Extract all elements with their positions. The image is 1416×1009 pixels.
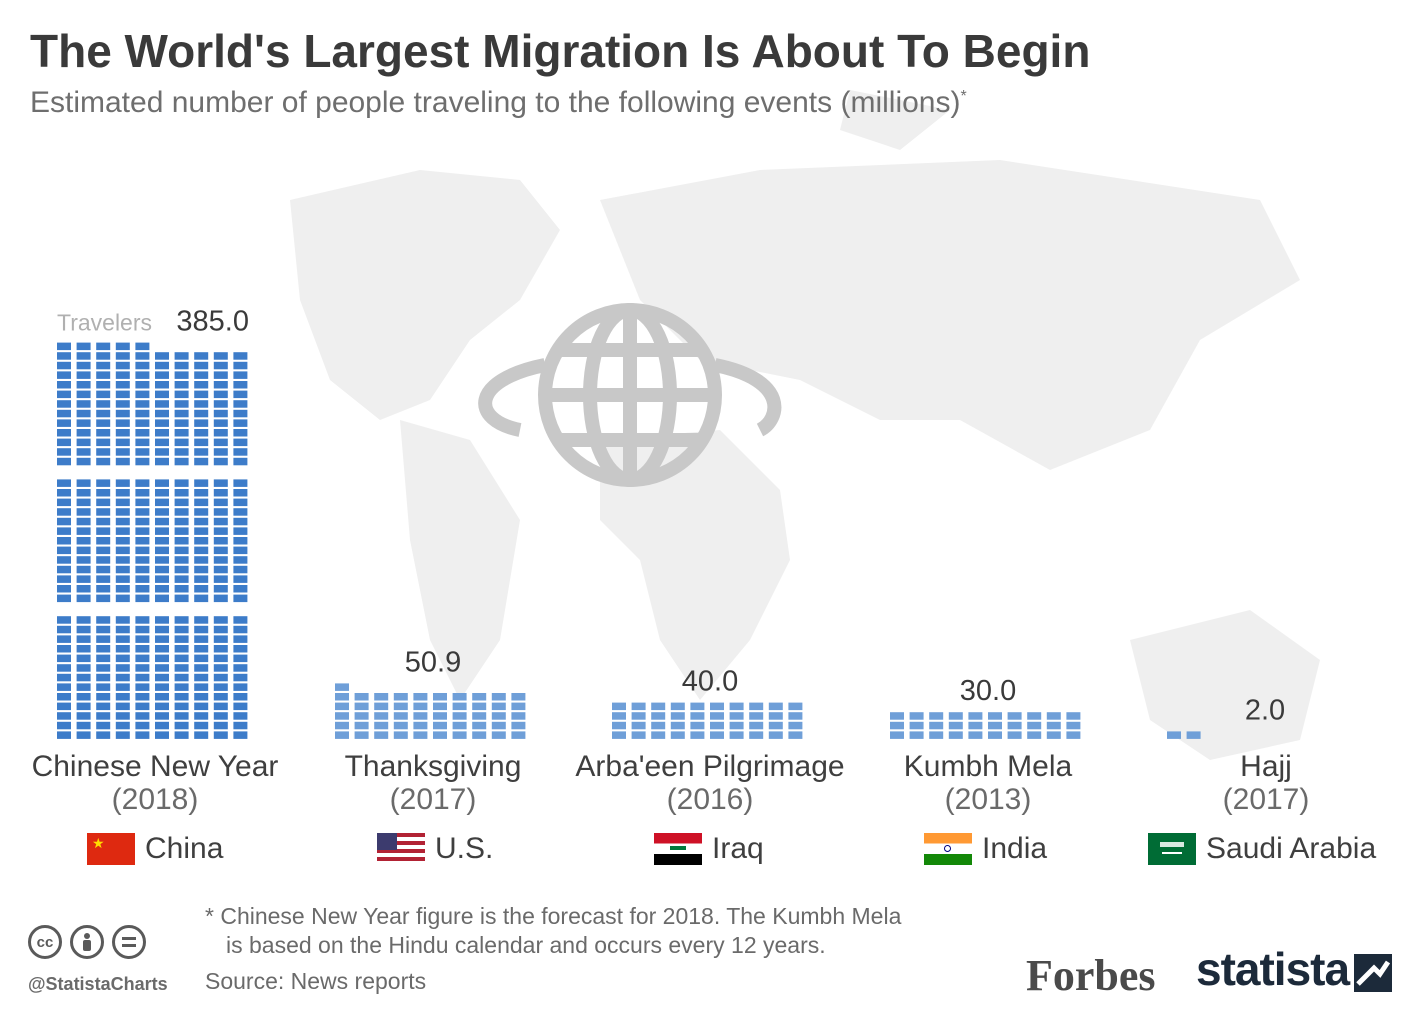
bar-2 [612, 702, 803, 739]
us-flag-icon [377, 833, 425, 865]
statista-mark-icon [1354, 954, 1392, 992]
globe-icon [478, 303, 782, 487]
country-india: India [924, 832, 1047, 866]
country-saudi-arabia: Saudi Arabia [1148, 832, 1376, 866]
footnote: * Chinese New Year figure is the forecas… [205, 903, 902, 958]
saudi-arabia-flag-icon [1148, 833, 1196, 865]
source-note: Source: News reports [205, 968, 427, 994]
license-icons[interactable]: cc [28, 925, 146, 959]
value-label-0: 385.0 [176, 306, 249, 338]
no-derivatives-icon[interactable] [112, 925, 146, 959]
bar-0 [57, 342, 248, 739]
unit-label: Travelers [57, 310, 152, 336]
bar-1 [335, 683, 526, 739]
china-flag-icon: ★ [87, 833, 135, 865]
chart-subtitle: Estimated number of people traveling to … [30, 86, 967, 119]
country-us: U.S. [377, 832, 493, 866]
value-label-3: 30.0 [960, 675, 1016, 707]
forbes-logo[interactable]: Forbes [1026, 951, 1156, 1000]
bar-4 [1167, 731, 1201, 739]
attribution-icon[interactable] [70, 925, 104, 959]
chart-title: The World's Largest Migration Is About T… [30, 25, 1091, 77]
category-label-1: Thanksgiving (2017) [344, 750, 522, 816]
twitter-handle[interactable]: @StatistaCharts [28, 974, 168, 994]
bar-3 [890, 712, 1081, 739]
india-flag-icon [924, 833, 972, 865]
category-label-2: Arba'een Pilgrimage (2016) [575, 750, 845, 816]
country-iraq: Iraq [654, 832, 764, 866]
category-label-0: Chinese New Year (2018) [31, 750, 279, 816]
statista-logo[interactable]: statista [1196, 943, 1350, 995]
cc-icon[interactable]: cc [28, 925, 62, 959]
iraq-flag-icon [654, 833, 702, 865]
value-label-1: 50.9 [405, 646, 461, 678]
category-label-3: Kumbh Mela (2013) [903, 750, 1073, 816]
category-label-4: Hajj (2017) [1222, 750, 1310, 816]
value-label-2: 40.0 [682, 666, 738, 698]
country-china: ★ China [87, 832, 223, 866]
value-label-4: 2.0 [1245, 694, 1285, 726]
